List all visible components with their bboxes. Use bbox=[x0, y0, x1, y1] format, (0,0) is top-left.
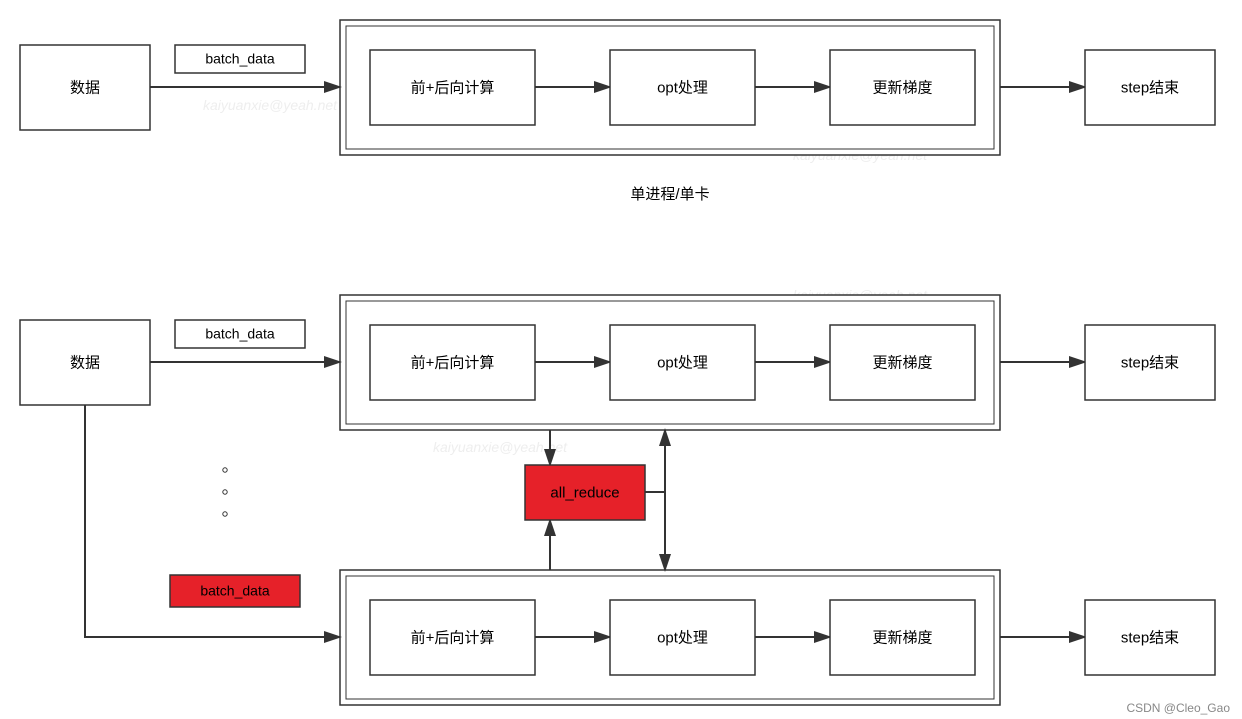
svg-text:batch_data: batch_data bbox=[200, 583, 269, 599]
edge-label-bd2: batch_data bbox=[175, 320, 305, 348]
svg-text:数据: 数据 bbox=[70, 354, 100, 371]
watermark-3: kaiyuanxie@yeah.net bbox=[433, 439, 568, 455]
node-fb2: 前+后向计算 bbox=[370, 325, 535, 400]
node-opt2: opt处理 bbox=[610, 325, 755, 400]
edge-label-bd1: batch_data bbox=[175, 45, 305, 73]
arrow-15 bbox=[645, 492, 665, 570]
node-fb1: 前+后向计算 bbox=[370, 50, 535, 125]
node-data2: 数据 bbox=[20, 320, 150, 405]
node-upd2: 更新梯度 bbox=[830, 325, 975, 400]
watermark-0: kaiyuanxie@yeah.net bbox=[203, 97, 338, 113]
node-opt1: opt处理 bbox=[610, 50, 755, 125]
svg-text:数据: 数据 bbox=[70, 79, 100, 96]
svg-text:opt处理: opt处理 bbox=[657, 79, 708, 96]
svg-text:前+后向计算: 前+后向计算 bbox=[411, 78, 495, 96]
ellipsis-dot-0 bbox=[223, 468, 227, 472]
svg-text:更新梯度: 更新梯度 bbox=[872, 354, 932, 371]
node-opt3: opt处理 bbox=[610, 600, 755, 675]
edge-label-bd3: batch_data bbox=[170, 575, 300, 607]
svg-text:step结束: step结束 bbox=[1121, 79, 1179, 96]
svg-text:前+后向计算: 前+后向计算 bbox=[411, 353, 495, 371]
node-data1: 数据 bbox=[20, 45, 150, 130]
svg-text:opt处理: opt处理 bbox=[657, 354, 708, 371]
svg-text:step结束: step结束 bbox=[1121, 354, 1179, 371]
svg-text:all_reduce: all_reduce bbox=[550, 484, 619, 501]
node-fb3: 前+后向计算 bbox=[370, 600, 535, 675]
svg-text:step结束: step结束 bbox=[1121, 629, 1179, 646]
ellipsis-dot-2 bbox=[223, 512, 227, 516]
svg-text:更新梯度: 更新梯度 bbox=[872, 79, 932, 96]
svg-text:batch_data: batch_data bbox=[205, 326, 274, 342]
footer-credit: CSDN @Cleo_Gao bbox=[1126, 701, 1230, 715]
caption-single-process: 单进程/单卡 bbox=[630, 186, 709, 203]
svg-text:opt处理: opt处理 bbox=[657, 629, 708, 646]
node-step3: step结束 bbox=[1085, 600, 1215, 675]
node-upd1: 更新梯度 bbox=[830, 50, 975, 125]
svg-text:更新梯度: 更新梯度 bbox=[872, 629, 932, 646]
node-step1: step结束 bbox=[1085, 50, 1215, 125]
node-allr: all_reduce bbox=[525, 465, 645, 520]
node-upd3: 更新梯度 bbox=[830, 600, 975, 675]
svg-text:batch_data: batch_data bbox=[205, 51, 274, 67]
node-step2: step结束 bbox=[1085, 325, 1215, 400]
ellipsis-dot-1 bbox=[223, 490, 227, 494]
svg-text:前+后向计算: 前+后向计算 bbox=[411, 628, 495, 646]
arrow-14 bbox=[645, 430, 665, 492]
